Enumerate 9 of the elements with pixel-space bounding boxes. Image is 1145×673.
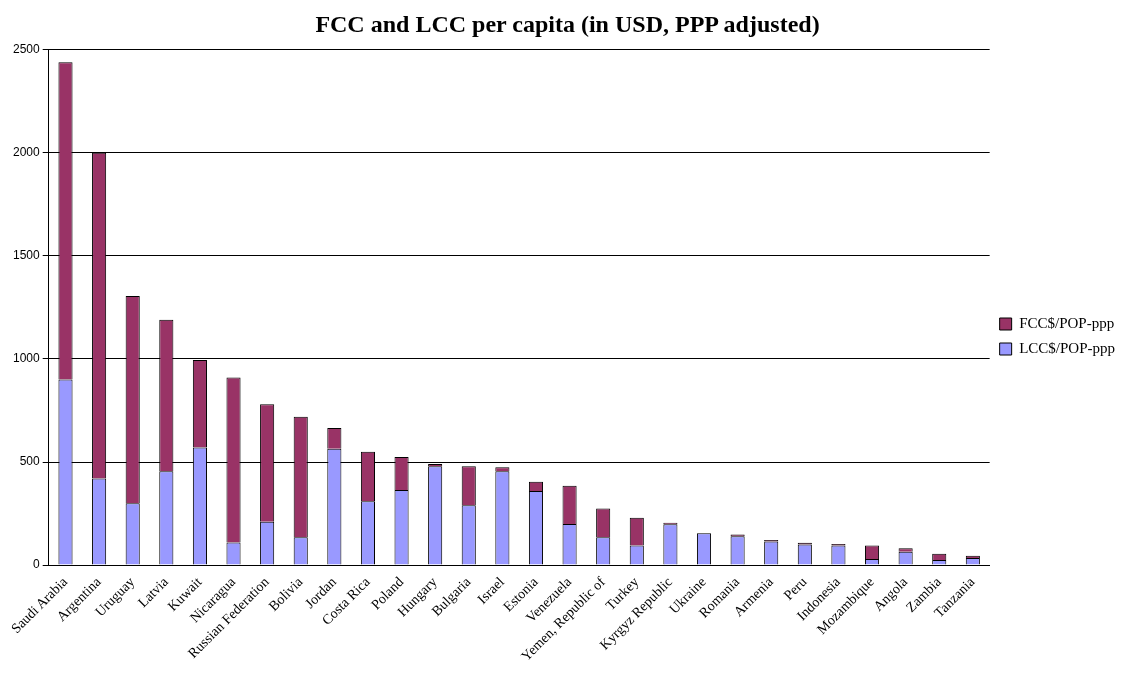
y-tick-label: 500 (19, 454, 41, 469)
legend-label: LCC$/POP-ppp (1019, 339, 1116, 356)
y-tick-label: 1000 (12, 351, 41, 366)
y-tick-label: 1500 (12, 248, 41, 263)
y-tick-label: 2500 (12, 42, 41, 57)
y-tick-label: 2000 (12, 145, 41, 160)
chart-title: FCC and LCC per capita (in USD, PPP adjusted) (315, 10, 820, 37)
y-tick-label: 0 (33, 557, 41, 572)
legend-label: FCC$/POP-ppp (1019, 314, 1115, 331)
